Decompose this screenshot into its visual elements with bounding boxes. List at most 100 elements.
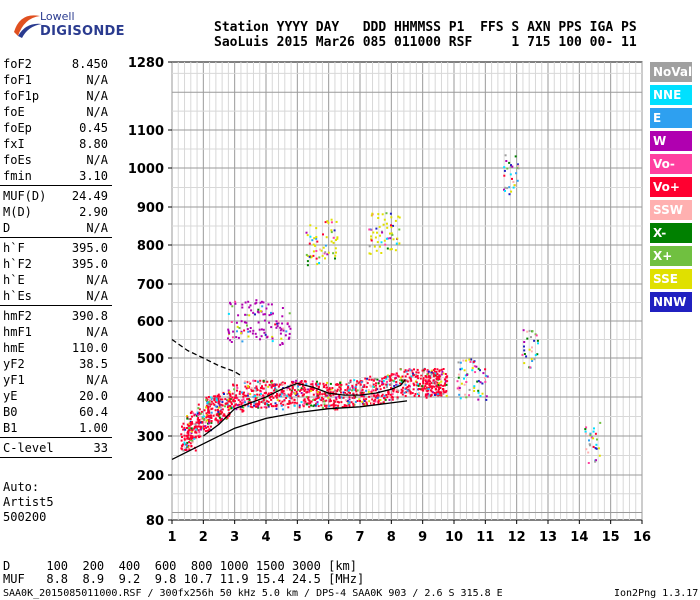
echo-point bbox=[343, 393, 346, 396]
param-separator bbox=[0, 185, 112, 188]
echo-point bbox=[337, 404, 340, 407]
echo-point bbox=[479, 395, 482, 397]
echo-point bbox=[445, 390, 448, 392]
echo-point bbox=[438, 370, 441, 373]
echo-point bbox=[440, 380, 443, 383]
echo-point bbox=[281, 343, 284, 345]
echo-point bbox=[207, 419, 210, 421]
legend-item: NNW bbox=[650, 292, 692, 312]
echo-point bbox=[186, 431, 189, 434]
echo-point bbox=[390, 232, 393, 235]
echo-point bbox=[230, 403, 233, 406]
echo-point bbox=[504, 189, 506, 192]
echo-point bbox=[355, 383, 358, 386]
echo-point bbox=[304, 380, 306, 383]
echo-point bbox=[249, 403, 252, 406]
echo-point bbox=[198, 413, 201, 416]
echo-point bbox=[381, 382, 384, 384]
echo-point bbox=[221, 411, 224, 414]
echo-point bbox=[271, 395, 274, 398]
echo-point bbox=[226, 406, 229, 409]
echo-point bbox=[283, 399, 286, 402]
echo-point bbox=[436, 381, 439, 384]
echo-point bbox=[298, 404, 301, 407]
echo-point bbox=[182, 443, 184, 446]
echo-point bbox=[408, 390, 411, 393]
param-value: N/A bbox=[86, 273, 108, 287]
param-key: foE bbox=[3, 105, 25, 119]
echo-point bbox=[329, 382, 332, 385]
param-value: 33 bbox=[93, 441, 108, 455]
echo-point bbox=[353, 394, 356, 397]
echo-point bbox=[205, 412, 208, 415]
echo-point bbox=[396, 384, 399, 387]
x-tick-label: 5 bbox=[293, 530, 302, 545]
echo-point bbox=[250, 388, 253, 391]
echo-point bbox=[309, 401, 312, 404]
echo-point bbox=[259, 338, 261, 341]
echo-point bbox=[291, 385, 294, 388]
echo-point bbox=[379, 399, 382, 401]
echo-point bbox=[208, 405, 211, 408]
echo-point bbox=[336, 400, 339, 403]
echo-point bbox=[227, 398, 230, 401]
echo-point bbox=[227, 408, 230, 411]
echo-point bbox=[425, 376, 428, 379]
legend-item: SSW bbox=[650, 200, 692, 220]
echo-point bbox=[386, 375, 389, 378]
echo-point bbox=[405, 391, 408, 394]
echo-point bbox=[217, 400, 220, 403]
echo-point bbox=[363, 384, 366, 387]
echo-point bbox=[220, 412, 222, 415]
echo-point bbox=[307, 396, 310, 399]
echo-point bbox=[479, 369, 481, 372]
echo-point bbox=[236, 386, 239, 389]
echo-point bbox=[318, 256, 321, 259]
echo-point bbox=[312, 405, 315, 408]
echo-point bbox=[342, 396, 345, 399]
echo-point bbox=[196, 411, 199, 414]
echo-point bbox=[407, 391, 410, 394]
echo-point bbox=[278, 383, 281, 386]
echo-point bbox=[228, 400, 231, 403]
echo-point bbox=[324, 394, 327, 397]
echo-point bbox=[279, 329, 282, 332]
echo-point bbox=[324, 221, 327, 224]
echo-point bbox=[240, 332, 243, 335]
echo-point bbox=[330, 229, 333, 232]
echo-point bbox=[309, 387, 312, 390]
echo-point bbox=[189, 412, 192, 414]
echo-point bbox=[339, 383, 342, 386]
echo-point bbox=[279, 343, 282, 346]
echo-point bbox=[279, 393, 282, 396]
echo-point bbox=[363, 385, 366, 388]
echo-point bbox=[291, 401, 294, 404]
echo-point bbox=[207, 408, 210, 411]
echo-point bbox=[372, 231, 375, 234]
logo-swoosh-icon bbox=[14, 15, 42, 38]
echo-point bbox=[305, 231, 308, 234]
echo-point bbox=[312, 387, 315, 390]
echo-point bbox=[273, 389, 275, 392]
echo-point bbox=[218, 413, 221, 416]
param-key: C-level bbox=[3, 441, 54, 455]
echo-point bbox=[209, 398, 211, 401]
echo-point bbox=[475, 365, 478, 368]
echo-point bbox=[263, 319, 266, 322]
echo-point bbox=[587, 451, 590, 454]
param-key: foEp bbox=[3, 121, 32, 135]
echo-point bbox=[301, 385, 304, 388]
echo-point bbox=[259, 393, 262, 395]
echo-point bbox=[383, 377, 386, 379]
echo-point bbox=[317, 405, 320, 408]
echo-point bbox=[371, 394, 374, 397]
echo-point bbox=[599, 421, 602, 424]
echo-point bbox=[418, 391, 421, 394]
echo-point bbox=[336, 236, 339, 239]
echo-point bbox=[410, 375, 413, 378]
echo-point bbox=[272, 405, 275, 408]
echo-point bbox=[378, 385, 381, 388]
echo-point bbox=[207, 429, 210, 432]
echo-point bbox=[274, 395, 277, 398]
echo-point bbox=[267, 405, 270, 408]
